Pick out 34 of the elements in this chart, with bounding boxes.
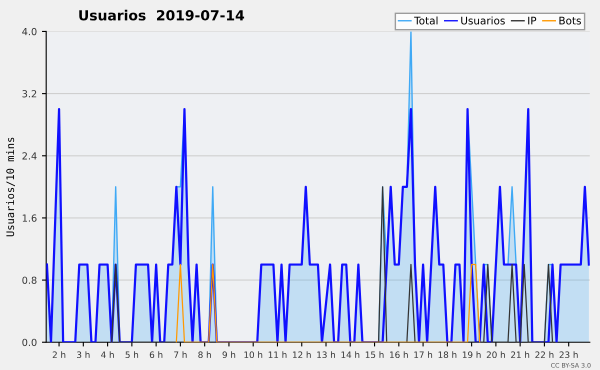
- x-tick-label: 10 h: [244, 351, 262, 358]
- x-tick-label: 8 h: [198, 351, 211, 358]
- y-axis-title: Usuarios/10 mins: [6, 138, 15, 236]
- x-tick-label: 3 h: [77, 351, 90, 358]
- y-tick-label: 1.6: [22, 214, 37, 222]
- y-tick-label: 3.2: [22, 90, 36, 98]
- x-tick-label: 16 h: [390, 351, 408, 358]
- x-tick-label: 6 h: [150, 351, 162, 358]
- x-tick-label: 15 h: [366, 351, 384, 358]
- x-tick-label: 11 h: [268, 351, 286, 358]
- y-tick-label: 2.4: [22, 152, 37, 160]
- x-tick-label: 21 h: [511, 351, 530, 358]
- x-tick-label: 23 h: [560, 351, 578, 358]
- legend-label: IP: [528, 16, 536, 24]
- y-tick-label: 0.8: [22, 276, 37, 284]
- x-tick-label: 9 h: [222, 351, 236, 358]
- x-tick-label: 2 h: [52, 351, 66, 358]
- legend-label: Total: [414, 16, 438, 25]
- x-tick-label: 13 h: [317, 351, 335, 358]
- x-tick-label: 4 h: [101, 351, 114, 358]
- x-tick-label: 19 h: [462, 351, 481, 358]
- chart-title: Usuarios 2019-07-14: [79, 10, 244, 21]
- x-tick-label: 7 h: [174, 351, 187, 358]
- x-tick-label: 14 h: [342, 351, 360, 358]
- x-tick-label: 12 h: [292, 351, 311, 358]
- y-tick-label: 0.0: [22, 338, 37, 346]
- legend-label: Usuarios: [461, 16, 505, 25]
- x-tick-label: 17 h: [414, 351, 432, 358]
- x-tick-label: 20 h: [486, 351, 505, 358]
- y-tick-label: 4.0: [22, 28, 37, 36]
- x-tick-label: 22 h: [535, 351, 554, 358]
- x-tick-label: 5 h: [126, 351, 138, 358]
- x-tick-label: 18 h: [438, 351, 456, 358]
- legend-label: Bots: [559, 16, 581, 25]
